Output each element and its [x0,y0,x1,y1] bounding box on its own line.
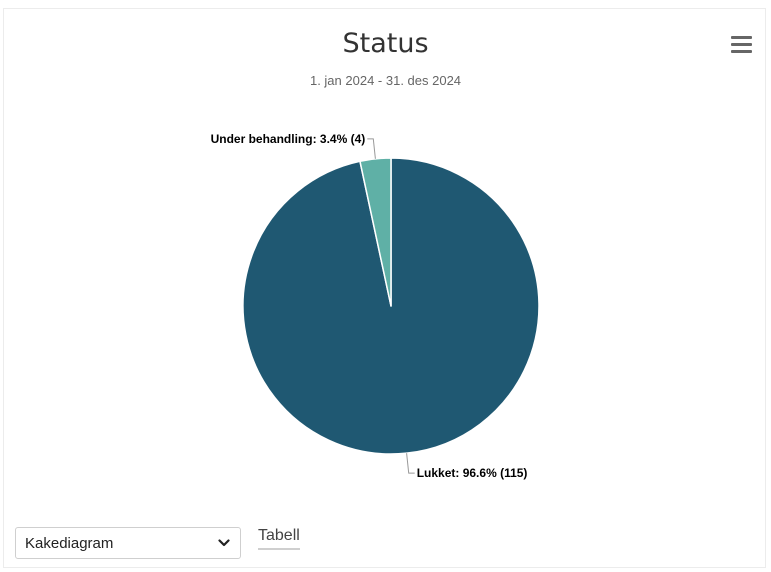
table-tab-link[interactable]: Tabell [258,527,300,550]
chart-title: Status [342,28,429,59]
data-label-lukket: Lukket: 96.6% (115) [417,466,528,480]
chevron-down-icon [218,539,230,547]
data-label-connector [367,138,376,159]
data-label-under-behandling: Under behandling: 3.4% (4) [211,132,366,146]
hamburger-menu-icon[interactable] [729,36,755,58]
pie-slice-under-behandling[interactable] [359,157,392,307]
chart-type-select[interactable]: Kakediagram [15,527,241,559]
chart-type-selected-value: Kakediagram [25,535,114,552]
chart-subtitle: 1. jan 2024 - 31. des 2024 [309,73,462,88]
data-label-connector [406,453,415,474]
